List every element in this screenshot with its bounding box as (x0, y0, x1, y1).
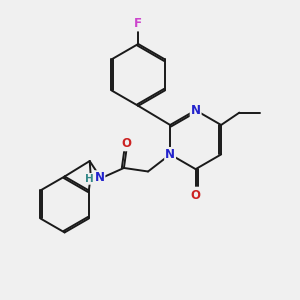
Text: O: O (121, 137, 131, 150)
Text: H: H (85, 174, 94, 184)
Text: N: N (94, 171, 104, 184)
Text: O: O (190, 189, 201, 202)
Text: F: F (134, 17, 142, 31)
Text: N: N (165, 148, 175, 161)
Text: N: N (190, 104, 201, 117)
